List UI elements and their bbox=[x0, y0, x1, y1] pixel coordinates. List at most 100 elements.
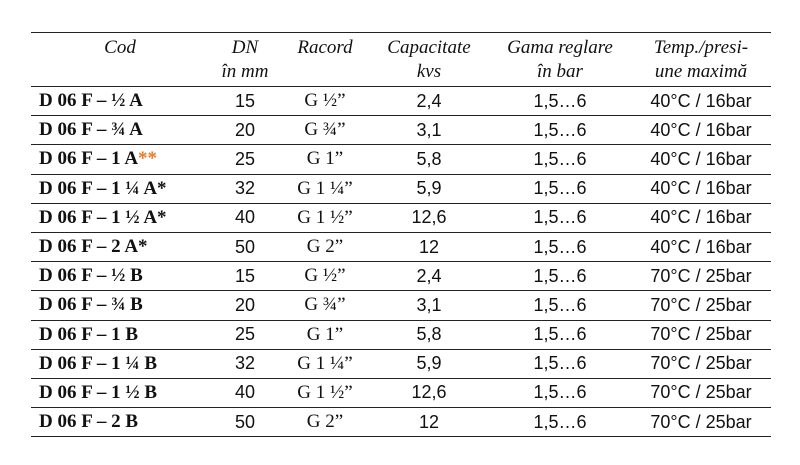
racord-cell-text: G 1 ¼” bbox=[297, 352, 353, 374]
racord-cell: G 1 ½” bbox=[281, 378, 369, 409]
temp-cell-text: 70°C / 25bar bbox=[650, 265, 752, 286]
header-temp-line1: Temp./presi- bbox=[653, 37, 749, 58]
code-cell-text: D 06 F – 2 B bbox=[39, 411, 139, 433]
dn-cell: 50 bbox=[209, 232, 281, 263]
kvs-cell-text: 5,9 bbox=[416, 353, 442, 374]
header-gama: Gama reglare în bar bbox=[489, 32, 631, 87]
code-cell-text: D 06 F – 1 ¼ B bbox=[39, 352, 158, 374]
temp-cell: 70°C / 25bar bbox=[631, 378, 771, 409]
range-cell-text: 1,5…6 bbox=[533, 294, 587, 315]
table-row: D 06 F – ¾ A 20 G ¾” 3,1 1,5…6 40°C / 16bar bbox=[31, 115, 771, 146]
dn-cell-text: 25 bbox=[234, 324, 256, 345]
kvs-cell-text: 12 bbox=[418, 411, 440, 432]
kvs-cell: 2,4 bbox=[369, 261, 489, 292]
dn-cell-text: 15 bbox=[234, 265, 256, 286]
table-row: D 06 F – 1 A** 25 G 1” 5,8 1,5…6 40°C / 16bar bbox=[31, 144, 771, 175]
range-cell-text: 1,5…6 bbox=[533, 178, 587, 199]
range-cell: 1,5…6 bbox=[489, 407, 631, 438]
code-cell: D 06 F – 1 A** bbox=[31, 144, 209, 175]
range-cell: 1,5…6 bbox=[489, 86, 631, 117]
header-cod: Cod bbox=[31, 32, 209, 87]
temp-cell-text: 70°C / 25bar bbox=[650, 353, 752, 374]
kvs-cell: 3,1 bbox=[369, 115, 489, 146]
range-cell-text: 1,5…6 bbox=[533, 236, 587, 257]
table-row: D 06 F – 1 ¼ B 32 G 1 ¼” 5,9 1,5…6 70°C / 25b… bbox=[31, 349, 771, 379]
header-dn-line1: DN bbox=[231, 37, 259, 58]
range-cell: 1,5…6 bbox=[489, 290, 631, 321]
dn-cell-text: 50 bbox=[234, 411, 256, 432]
kvs-cell-text: 12 bbox=[418, 236, 440, 257]
temp-cell-text: 70°C / 25bar bbox=[650, 294, 752, 315]
temp-cell: 40°C / 16bar bbox=[631, 174, 771, 204]
range-cell-text: 1,5…6 bbox=[533, 207, 587, 228]
temp-cell-text: 40°C / 16bar bbox=[650, 178, 752, 199]
kvs-cell: 12 bbox=[369, 407, 489, 438]
temp-cell: 40°C / 16bar bbox=[631, 232, 771, 263]
racord-cell: G ½” bbox=[281, 86, 369, 117]
header-cod-label: Cod bbox=[104, 37, 136, 58]
table-row: D 06 F – ½ B 15 G ½” 2,4 1,5…6 70°C / 25bar bbox=[31, 261, 771, 292]
header-capacitate-line2: kvs bbox=[416, 61, 442, 82]
dn-cell: 25 bbox=[209, 144, 281, 175]
dn-cell: 32 bbox=[209, 349, 281, 379]
code-cell-text: D 06 F – 1 ¼ A* bbox=[39, 177, 167, 199]
header-capacitate-line1: Capacitate bbox=[387, 37, 471, 58]
range-cell-text: 1,5…6 bbox=[533, 353, 587, 374]
code-cell: D 06 F – ¾ B bbox=[31, 290, 209, 321]
header-temp: Temp./presi-une maximă bbox=[631, 32, 771, 87]
code-cell: D 06 F – 1 ½ B bbox=[31, 378, 209, 409]
header-racord: Racord bbox=[281, 32, 369, 87]
header-gama-line2: în bar bbox=[537, 61, 583, 82]
kvs-cell-text: 3,1 bbox=[416, 294, 442, 315]
table-body: D 06 F – ½ A 15 G ½” 2,4 1,5…6 40°C / 16bar D … bbox=[31, 86, 771, 438]
kvs-cell: 2,4 bbox=[369, 86, 489, 117]
racord-cell-text: G 1” bbox=[306, 148, 344, 170]
kvs-cell: 5,8 bbox=[369, 320, 489, 350]
table-row: D 06 F – 1 ½ B 40 G 1 ½” 12,6 1,5…6 70°C / 25… bbox=[31, 378, 771, 409]
racord-cell: G 2” bbox=[281, 232, 369, 263]
kvs-cell: 5,9 bbox=[369, 174, 489, 204]
racord-cell: G 1 ¼” bbox=[281, 349, 369, 379]
code-cell-text: D 06 F – ½ B bbox=[39, 265, 143, 287]
racord-cell-text: G 1” bbox=[306, 323, 344, 345]
racord-cell: G 1 ¼” bbox=[281, 174, 369, 204]
temp-cell-text: 40°C / 16bar bbox=[650, 90, 752, 111]
code-cell: D 06 F – ¾ A bbox=[31, 115, 209, 146]
temp-cell-text: 70°C / 25bar bbox=[650, 324, 752, 345]
range-cell: 1,5…6 bbox=[489, 115, 631, 146]
header-dn-line2: în mm bbox=[221, 61, 269, 82]
temp-cell-text: 70°C / 25bar bbox=[650, 382, 752, 403]
kvs-cell-text: 12,6 bbox=[411, 382, 447, 403]
header-row: Cod DN în mm Racord Capacitate kvs Gama re… bbox=[31, 32, 771, 87]
kvs-cell-text: 5,9 bbox=[416, 178, 442, 199]
racord-cell-text: G 1 ½” bbox=[297, 206, 353, 228]
racord-cell-text: G ½” bbox=[304, 265, 346, 287]
dn-cell-text: 32 bbox=[234, 178, 256, 199]
table-row: D 06 F – 2 B 50 G 2” 12 1,5…6 70°C / 25bar bbox=[31, 407, 771, 438]
code-cell: D 06 F – 1 B bbox=[31, 320, 209, 350]
dn-cell: 40 bbox=[209, 203, 281, 233]
code-cell: D 06 F – 1 ¼ A* bbox=[31, 174, 209, 204]
kvs-cell-text: 12,6 bbox=[411, 207, 447, 228]
dn-cell: 32 bbox=[209, 174, 281, 204]
code-cell: D 06 F – 2 A* bbox=[31, 232, 209, 263]
racord-cell: G ¾” bbox=[281, 290, 369, 321]
temp-cell-text: 40°C / 16bar bbox=[650, 207, 752, 228]
code-cell-text: D 06 F – 1 A bbox=[39, 148, 139, 170]
code-cell-text: D 06 F – ¾ A bbox=[39, 119, 143, 141]
range-cell: 1,5…6 bbox=[489, 144, 631, 175]
code-cell-text: D 06 F – ¾ B bbox=[39, 294, 143, 316]
code-cell-text: D 06 F – ½ A bbox=[39, 90, 143, 112]
temp-cell: 70°C / 25bar bbox=[631, 290, 771, 321]
range-cell: 1,5…6 bbox=[489, 203, 631, 233]
product-spec-table: Cod DN în mm Racord Capacitate kvs Gama re… bbox=[31, 32, 771, 438]
temp-cell-text: 40°C / 16bar bbox=[650, 148, 752, 169]
footnote-mark: ** bbox=[138, 148, 158, 170]
kvs-cell-text: 5,8 bbox=[416, 148, 442, 169]
dn-cell-text: 15 bbox=[234, 90, 256, 111]
dn-cell: 20 bbox=[209, 290, 281, 321]
table-row: D 06 F – ½ A 15 G ½” 2,4 1,5…6 40°C / 16bar bbox=[31, 86, 771, 117]
temp-cell: 70°C / 25bar bbox=[631, 407, 771, 438]
racord-cell: G ¾” bbox=[281, 115, 369, 146]
table-row: D 06 F – 1 B 25 G 1” 5,8 1,5…6 70°C / 25bar bbox=[31, 320, 771, 350]
